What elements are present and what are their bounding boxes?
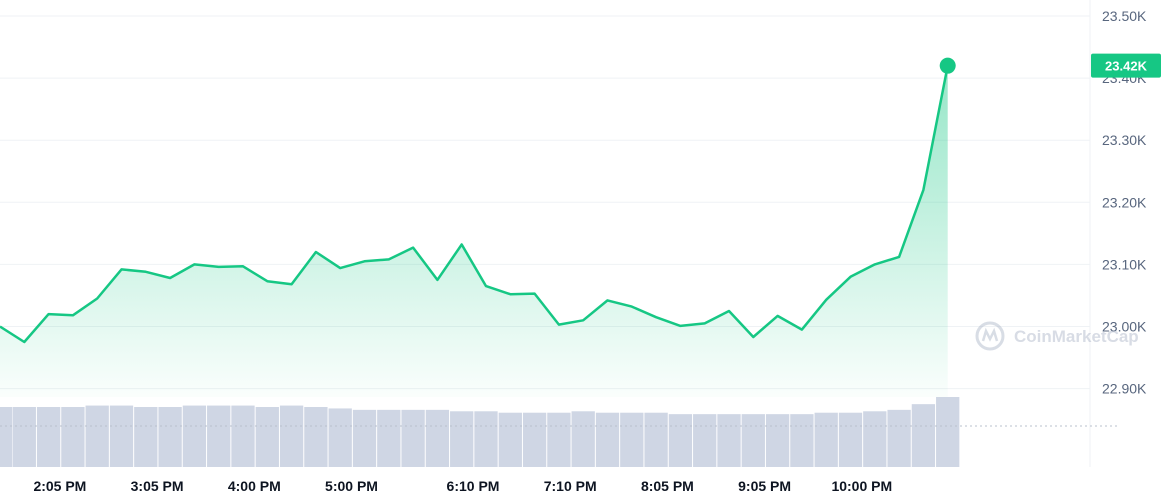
x-tick-label: 6:10 PM <box>447 478 500 494</box>
volume-bar <box>644 412 668 467</box>
x-tick-label: 4:00 PM <box>228 478 281 494</box>
x-tick-label: 7:10 PM <box>544 478 597 494</box>
volume-bar <box>182 405 207 467</box>
price-area <box>0 65 948 397</box>
x-tick-label: 2:05 PM <box>33 478 86 494</box>
volume-bar <box>279 405 304 467</box>
volume-bar <box>838 412 863 467</box>
volume-bar <box>668 414 693 467</box>
x-axis: 2:05 PM 3:05 PM 4:00 PM 5:00 PM 6:10 PM 7:10 … <box>33 478 892 494</box>
volume-bar <box>571 411 595 467</box>
volume-bar <box>693 414 717 467</box>
volume-bar <box>522 412 547 467</box>
volume-bar <box>12 407 36 467</box>
y-tick-label: 23.00K <box>1102 318 1147 334</box>
coinmarketcap-logo-icon <box>975 321 1005 351</box>
watermark-text: CoinMarketCap <box>1014 327 1139 346</box>
volume-bar <box>765 414 790 467</box>
volume-bar <box>0 407 13 467</box>
volume-bar <box>474 411 498 467</box>
last-price-dot[interactable] <box>939 57 956 74</box>
volume-bar <box>109 405 134 467</box>
volume-bar <box>717 414 741 467</box>
volume-bar <box>936 397 960 467</box>
volume-bar <box>352 409 377 467</box>
y-tick-label: 23.10K <box>1102 256 1147 272</box>
x-tick-label: 5:00 PM <box>325 478 378 494</box>
x-tick-label: 9:05 PM <box>738 478 791 494</box>
volume-bar <box>401 409 425 467</box>
volume-bar <box>158 407 182 467</box>
volume-bar <box>911 404 936 467</box>
x-tick-label: 8:05 PM <box>641 478 694 494</box>
current-price-badge-bg <box>1091 53 1161 78</box>
volume-bar <box>61 407 85 467</box>
volume-bar <box>450 411 474 467</box>
coinmarketcap-watermark: CoinMarketCap <box>975 321 1139 351</box>
y-tick-label: 23.50K <box>1102 8 1147 24</box>
volume-bar <box>741 414 765 467</box>
price-line <box>0 65 949 344</box>
volume-bar <box>425 409 450 467</box>
volume-bar <box>377 409 401 467</box>
y-axis: 23.50K23.40K23.30K23.20K23.10K23.00K22.9… <box>1102 8 1147 397</box>
volume-bar <box>595 412 620 467</box>
current-price-badge: 23.42K <box>1091 53 1161 78</box>
volume-bar <box>547 412 571 467</box>
volume-bar <box>36 407 61 467</box>
volume-bar <box>790 414 814 467</box>
x-tick-label: 10:00 PM <box>831 478 892 494</box>
volume-bar <box>328 408 352 467</box>
volume-bar <box>85 405 109 467</box>
volume-bars <box>0 397 960 467</box>
y-tick-label: 22.90K <box>1102 381 1147 397</box>
volume-bar <box>207 405 231 467</box>
y-tick-label: 23.20K <box>1102 194 1147 210</box>
volume-bar <box>255 407 279 467</box>
coinmarketcap-logo-wave <box>981 327 999 342</box>
volume-bar <box>863 411 887 467</box>
volume-bar <box>498 412 522 467</box>
volume-bar <box>814 412 838 467</box>
volume-bar <box>134 407 158 467</box>
volume-bar <box>620 412 644 467</box>
current-price-label: 23.42K <box>1105 59 1148 74</box>
y-tick-label: 23.30K <box>1102 132 1147 148</box>
x-tick-label: 3:05 PM <box>131 478 184 494</box>
volume-bar <box>231 405 255 467</box>
volume-bar <box>304 407 328 467</box>
volume-bar <box>887 409 911 467</box>
